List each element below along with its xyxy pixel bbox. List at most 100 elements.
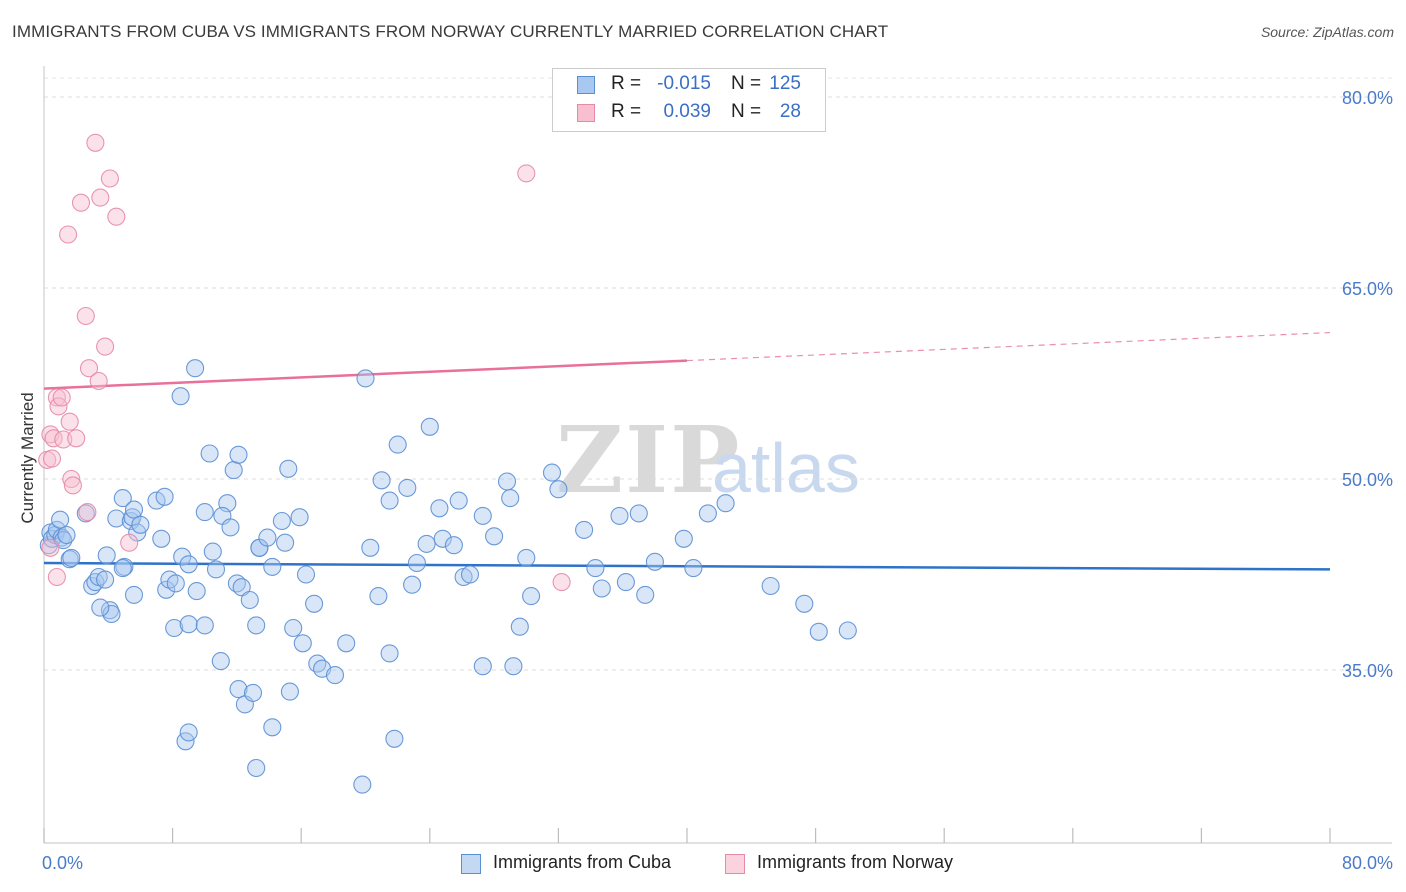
point-norway (52, 388, 71, 407)
point-cuba (444, 536, 463, 555)
point-cuba (232, 578, 251, 597)
point-cuba (522, 587, 541, 606)
point-cuba (157, 580, 176, 599)
point-cuba (549, 480, 568, 499)
point-cuba (356, 369, 375, 388)
point-cuba (263, 718, 282, 737)
point-cuba (372, 471, 391, 490)
point-cuba (240, 590, 259, 610)
point-cuba (684, 559, 703, 578)
point-cuba (113, 489, 132, 508)
source-label: Source: ZipAtlas.com (1260, 24, 1394, 40)
point-cuba (636, 585, 655, 604)
point-norway (86, 133, 105, 152)
point-cuba (97, 546, 116, 565)
point-cuba (229, 680, 248, 699)
point-cuba (629, 504, 648, 523)
point-cuba (497, 472, 517, 491)
point-norway (91, 188, 110, 207)
point-cuba (380, 644, 399, 663)
point-cuba (165, 618, 184, 638)
point-cuba (407, 553, 426, 573)
point-norway (44, 429, 63, 448)
point-cuba (510, 617, 529, 636)
point-cuba (586, 559, 605, 578)
point-cuba (388, 435, 407, 454)
point-cuba (380, 491, 399, 510)
point-norway (107, 207, 126, 226)
point-cuba (592, 579, 611, 598)
point-norway (47, 567, 66, 587)
point-cuba (809, 622, 828, 641)
point-cuba (195, 503, 214, 522)
stats-n-value: 28 (779, 101, 801, 122)
point-cuba (308, 654, 327, 673)
trend-line-cuba (43, 561, 1331, 571)
point-cuba (504, 657, 523, 676)
point-cuba (616, 573, 635, 592)
point-cuba (305, 594, 324, 613)
point-cuba (107, 509, 126, 528)
point-norway (63, 476, 82, 495)
point-cuba (542, 463, 562, 482)
legend-label-cuba: Immigrants from Cuba (493, 852, 672, 872)
point-cuba (200, 444, 219, 463)
point-cuba (279, 459, 298, 478)
point-cuba (155, 487, 174, 506)
point-cuba (460, 565, 480, 584)
point-norway (89, 371, 108, 391)
point-cuba (610, 506, 629, 525)
point-norway (78, 503, 97, 522)
point-cuba (795, 594, 814, 613)
point-norway (59, 225, 78, 244)
stats-swatch-norway (577, 104, 595, 122)
point-cuba (293, 634, 312, 653)
point-cuba (674, 529, 693, 548)
point-cuba (385, 729, 404, 748)
point-cuba (838, 621, 857, 640)
point-cuba (62, 548, 81, 567)
point-cuba (179, 723, 198, 742)
y-tick-label: 50.0% (1342, 470, 1393, 490)
point-norway (76, 306, 95, 326)
point-cuba (258, 528, 277, 547)
y-tick-label: 35.0% (1342, 661, 1393, 681)
point-cuba (575, 520, 594, 539)
point-cuba (221, 518, 240, 537)
point-cuba (124, 585, 144, 604)
x-tick-label-min: 0.0% (42, 853, 83, 873)
watermark-atlas: atlas (712, 429, 860, 507)
point-norway (552, 573, 571, 592)
watermark-zip: ZIP (556, 406, 741, 514)
point-cuba (187, 582, 206, 601)
stats-n-value: 125 (769, 73, 801, 94)
point-cuba (337, 634, 356, 653)
y-axis-label: Currently Married (18, 392, 37, 523)
legend-swatch-cuba (461, 854, 481, 874)
point-cuba (229, 445, 248, 464)
point-cuba (166, 574, 185, 593)
point-norway (62, 469, 81, 489)
legend-item-cuba[interactable]: Immigrants from Cuba (461, 852, 701, 876)
point-cuba (173, 547, 192, 566)
point-cuba (473, 506, 492, 525)
point-norway (67, 429, 86, 448)
legend-item-norway[interactable]: Immigrants from Norway (725, 852, 985, 876)
chart-title: IMMIGRANTS FROM CUBA VS IMMIGRANTS FROM … (12, 22, 889, 41)
point-cuba (420, 417, 439, 436)
stats-row-cuba: R = -0.015 N = 125 (553, 73, 825, 99)
point-cuba (96, 570, 115, 589)
legend-label-norway: Immigrants from Norway (757, 852, 954, 872)
stats-r-value: 0.039 (663, 101, 711, 122)
point-cuba (57, 525, 76, 545)
point-cuba (195, 616, 214, 635)
point-norway (60, 412, 79, 431)
point-cuba (206, 560, 226, 579)
point-cuba (102, 604, 121, 624)
point-cuba (403, 575, 422, 594)
point-cuba (247, 758, 266, 778)
stats-r-label: R = (611, 101, 642, 122)
point-cuba (398, 478, 417, 497)
point-norway (79, 359, 99, 378)
point-cuba (247, 616, 266, 635)
